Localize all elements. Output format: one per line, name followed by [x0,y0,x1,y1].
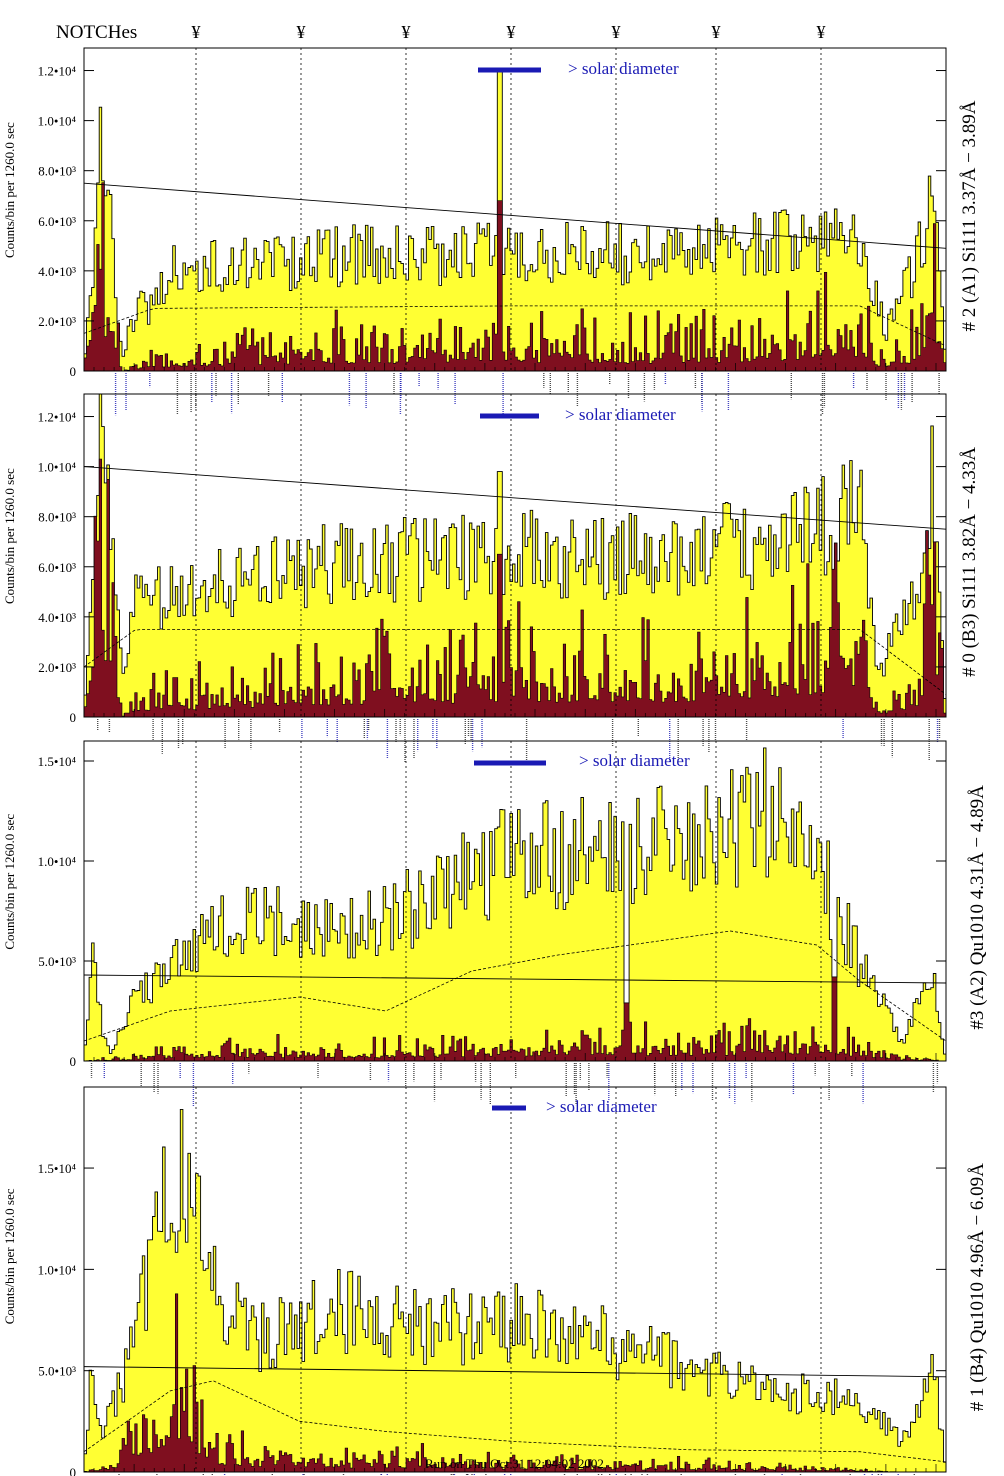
dashed-background-curve [83,1380,947,1463]
y-axis-label: Counts/bin per 1260.0 sec [2,814,17,950]
y-axis-label: Counts/bin per 1260.0 sec [2,468,17,604]
y-tick-label: 6.0•10³ [38,214,76,229]
yellow-histogram [83,393,947,718]
dashed-background-curve [83,305,947,347]
solar-diameter-label: > solar diameter [546,1097,657,1116]
yellow-histogram [83,747,947,1062]
solar-diameter-label: > solar diameter [579,751,690,770]
notches-label: NOTCHes [56,22,137,43]
run-timestamp: Run on Thu Oct 31 12:04:02 2002 [425,1456,604,1471]
y-tick-label: 2.0•10³ [38,660,76,675]
y-tick-label: 0 [70,1465,77,1476]
notch-symbol-4: ¥ [507,22,516,42]
panel-title: #3 (A2) Qu1010 4.31Å − 4.89Å [967,785,988,1030]
y-tick-label: 8.0•10³ [38,164,76,179]
yellow-histogram [83,70,947,372]
notch-symbol-5: ¥ [612,22,621,42]
y-tick-label: 0 [70,364,77,379]
panel-title: # 2 (A1) Si111 3.37Å − 3.89Å [959,100,980,331]
panel-title: # 1 (B4) Qu1010 4.96Å − 6.09Å [967,1163,988,1411]
y-tick-label: 4.0•10³ [38,264,76,279]
chart-panel-3: 0 5.0•10³ 1.0•10⁴ 1.5•10⁴ Counts/bin per 126… [2,740,988,1106]
notch-symbol-6: ¥ [712,22,721,42]
maroon-histogram [83,182,947,372]
y-tick-label: 1.0•10⁴ [38,460,77,475]
notch-symbol-7: ¥ [817,22,826,42]
trend-line [83,1366,947,1378]
y-tick-label: 6.0•10³ [38,560,76,575]
trend-line [83,974,947,984]
y-tick-label: 8.0•10³ [38,510,76,525]
notch-symbol-3: ¥ [402,22,411,42]
y-tick-label: 1.5•10⁴ [38,1161,77,1176]
chart-panel-1: 0 2.0•10³ 4.0•10³ 6.0•10³ 8.0•10³ 1.0•10⁴ 1.2•… [2,47,980,416]
y-tick-label: 5.0•10³ [38,954,76,969]
notch-symbol-1: ¥ [192,22,201,42]
y-tick-label: 0 [70,1054,77,1069]
chart-panel-2: 0 2.0•10³ 4.0•10³ 6.0•10³ 8.0•10³ 1.0•10⁴ 1.2•… [2,393,980,763]
y-tick-label: 1.0•10⁴ [38,114,77,129]
y-tick-label: 0 [70,710,77,725]
notch-symbols: ¥ ¥ ¥ ¥ ¥ ¥ ¥ [192,22,826,42]
y-tick-label: 1.2•10⁴ [38,410,77,425]
y-tick-label: 1.5•10⁴ [38,754,77,769]
y-axis-label: Counts/bin per 1260.0 sec [2,122,17,258]
y-axis-label: Counts/bin per 1260.0 sec [2,1188,17,1324]
y-tick-label: 2.0•10³ [38,314,76,329]
panel-title: # 0 (B3) Si111 3.82Å − 4.33Å [959,447,980,677]
y-tick-label: 5.0•10³ [38,1364,76,1379]
yellow-histogram [83,1108,947,1473]
dashed-background-curve [83,930,947,1042]
y-tick-label: 1.0•10⁴ [38,1262,77,1277]
trend-line [83,466,947,530]
maroon-histogram [83,458,947,718]
y-tick-label: 1.0•10⁴ [38,854,77,869]
notch-symbol-2: ¥ [297,22,306,42]
chart-panels: 0 2.0•10³ 4.0•10³ 6.0•10³ 8.0•10³ 1.0•10⁴ 1.2•… [2,47,988,1476]
y-tick-label: 1.2•10⁴ [38,64,77,79]
solar-diameter-label: > solar diameter [565,405,676,424]
y-tick-label: 4.0•10³ [38,610,76,625]
maroon-histogram [83,1293,946,1473]
dashed-background-curve [83,629,947,695]
solar-diameter-label: > solar diameter [568,59,679,78]
maroon-histogram [83,976,947,1062]
chart-panel-4: 0 5.0•10³ 1.0•10⁴ 1.5•10⁴ Counts/bin per 126… [2,1086,988,1476]
trend-line [83,182,947,249]
